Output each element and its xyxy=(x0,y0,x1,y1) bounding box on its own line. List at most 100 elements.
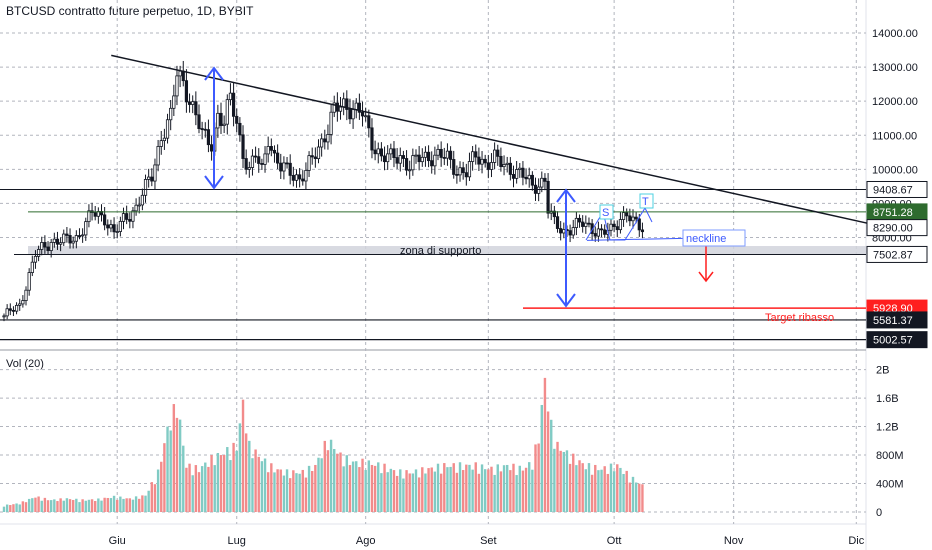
time-axis[interactable]: Giu Lug Ago Set Ott Nov Dic xyxy=(109,535,865,547)
candle-body xyxy=(603,229,607,235)
candle-body xyxy=(392,148,396,158)
drawings xyxy=(111,54,867,308)
volume-bar xyxy=(546,411,550,512)
volume-bar xyxy=(414,469,418,512)
volume-bar xyxy=(160,461,163,512)
candle-body xyxy=(467,161,472,178)
volume-bar xyxy=(405,470,408,512)
volume-bar xyxy=(553,448,556,512)
volume-bar xyxy=(244,433,248,512)
candle-body xyxy=(175,75,179,97)
volume-bar xyxy=(292,470,295,512)
volume-bar xyxy=(502,465,506,512)
volume-bar xyxy=(386,472,389,512)
candle-body xyxy=(115,231,119,233)
candle-body xyxy=(515,169,519,179)
volume-bar xyxy=(314,464,317,512)
candle-body xyxy=(621,212,626,220)
volume-bar xyxy=(81,499,84,512)
candle-body xyxy=(140,194,144,206)
volume-bar xyxy=(638,483,641,512)
candle-body xyxy=(109,224,113,229)
volume-bar xyxy=(304,477,308,512)
candle-body xyxy=(486,162,490,170)
volume-bar xyxy=(12,504,15,512)
volume-bar xyxy=(323,440,326,512)
volume-bar xyxy=(446,467,449,512)
candle-body xyxy=(342,98,346,108)
candle-body xyxy=(40,242,44,250)
volume-bar xyxy=(5,504,9,512)
candle-body xyxy=(55,238,60,245)
candle-body xyxy=(420,156,424,163)
candle-body xyxy=(288,162,292,176)
volume-bar xyxy=(433,471,437,512)
volume-axis[interactable]: 2B 1.6B 1.2B 800M 400M 0 xyxy=(876,365,904,519)
volume-bar xyxy=(408,473,411,512)
candle-body xyxy=(11,309,16,312)
volume-bar xyxy=(628,482,632,512)
volume-bar xyxy=(24,502,28,512)
candle-body xyxy=(555,216,560,229)
candle-body xyxy=(458,167,462,176)
candle-body xyxy=(59,242,63,245)
candle-body xyxy=(65,233,69,236)
candle-body xyxy=(244,158,248,170)
volume-bar xyxy=(15,503,18,512)
volume-bar xyxy=(200,466,204,512)
volume-bar xyxy=(94,501,97,512)
volume-bar xyxy=(631,476,635,512)
volume-bar xyxy=(361,458,364,512)
volume-bar xyxy=(468,464,471,512)
volume-bar xyxy=(622,473,625,512)
measure-arrow-right-head-top xyxy=(556,188,576,203)
volume-label: Vol (20) xyxy=(6,358,44,370)
volume-bar xyxy=(550,419,553,512)
candle-body xyxy=(68,235,72,244)
volume-bar xyxy=(578,460,581,512)
volume-bar xyxy=(43,497,47,512)
candle-body xyxy=(634,216,638,220)
volume-bar xyxy=(348,465,352,512)
volume-bar xyxy=(150,482,154,512)
candle-body xyxy=(552,210,556,218)
volume-bar xyxy=(389,468,393,512)
volume-bar xyxy=(169,430,172,512)
volume-bar xyxy=(395,475,399,512)
candle-body xyxy=(131,210,135,222)
candle-body xyxy=(370,127,374,151)
volume-bar xyxy=(449,466,452,512)
candle-body xyxy=(559,228,563,234)
price-tag-label: 5581.37 xyxy=(873,315,913,327)
candle-body xyxy=(464,172,468,178)
candle-body xyxy=(417,154,421,163)
volume-bar xyxy=(213,465,216,512)
candle-body xyxy=(112,224,116,233)
candle-body xyxy=(568,230,572,236)
volume-bar xyxy=(480,464,484,512)
candle-body xyxy=(172,95,176,109)
shoulder-t-label: T xyxy=(642,196,649,208)
candle-body xyxy=(225,99,229,125)
candle-body xyxy=(231,92,236,117)
candle-body xyxy=(301,178,305,182)
volume-bar xyxy=(430,467,433,512)
candle-body xyxy=(609,223,613,231)
price-tag-label: 8751.28 xyxy=(873,207,913,219)
candle-body xyxy=(238,122,242,136)
candle-body xyxy=(178,70,182,77)
volume-bar xyxy=(590,474,594,512)
volume-bar xyxy=(216,453,220,512)
volume-bar xyxy=(122,498,125,512)
volume-bar xyxy=(355,461,358,512)
volume-bar xyxy=(210,455,213,512)
volume-bar xyxy=(424,473,427,512)
candle-body xyxy=(562,229,566,234)
candle-body xyxy=(599,228,604,231)
candle-body xyxy=(433,154,437,167)
volume-bar xyxy=(229,460,232,512)
volume-bar xyxy=(402,478,405,512)
candle-body xyxy=(235,115,239,124)
candle-body xyxy=(448,150,453,160)
